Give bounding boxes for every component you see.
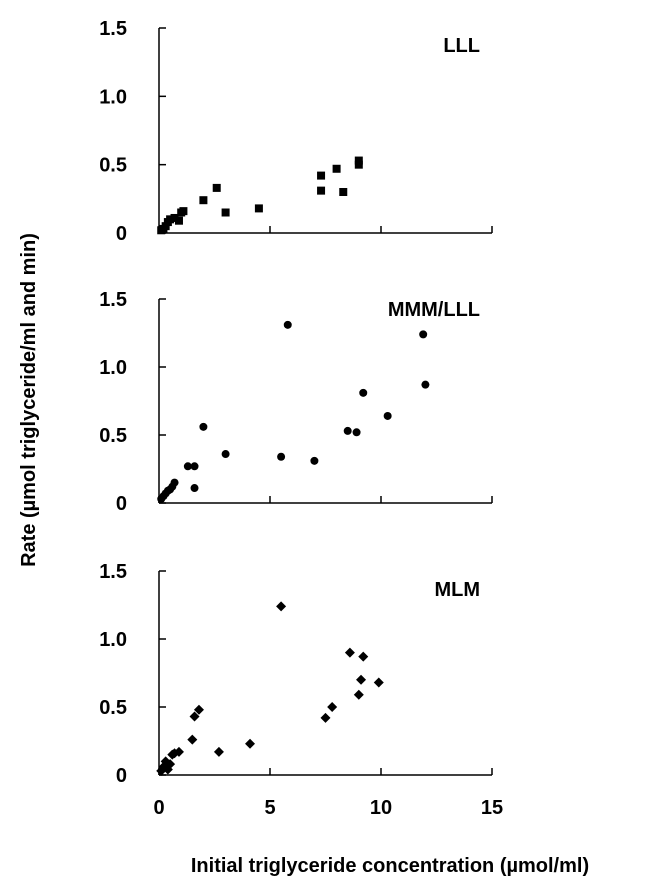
data-point [190, 462, 199, 471]
data-point [356, 674, 367, 685]
x-tick-labels: 0 5 10 15 [153, 797, 503, 819]
data-point [189, 711, 200, 722]
data-point [354, 156, 363, 165]
data-point [276, 601, 287, 612]
y-tick-label: 0 [116, 765, 127, 787]
data-point [170, 478, 179, 487]
panel-mmm-lll: 0 0.5 1.0 1.5 MMM/LLL [99, 289, 493, 515]
data-point [193, 704, 204, 715]
data-point [254, 204, 263, 213]
data-point [187, 734, 198, 745]
data-point [339, 188, 348, 196]
panel-mlm: 0 0.5 1.0 1.5 MLM [99, 561, 493, 787]
data-point [199, 422, 208, 431]
y-tick-label: 1.0 [99, 629, 127, 651]
data-point [310, 456, 319, 465]
y-tick-label: 1.0 [99, 86, 127, 108]
data-point [343, 426, 352, 435]
data-point [213, 746, 224, 757]
x-tick-label: 15 [481, 797, 503, 819]
data-point [183, 462, 192, 471]
data-point [199, 196, 208, 205]
data-point [332, 164, 341, 173]
data-point [221, 208, 230, 217]
x-tick-label: 0 [153, 797, 164, 819]
panel-label: MLM [434, 579, 480, 601]
data-point [212, 183, 221, 192]
data-point [221, 450, 230, 459]
data-point [190, 484, 199, 493]
data-point [179, 207, 188, 216]
y-tick-label: 1.5 [99, 289, 127, 311]
data-point [166, 215, 175, 224]
data-point [421, 380, 430, 389]
data-point [354, 160, 363, 169]
data-point [277, 452, 286, 461]
data-point [173, 746, 184, 757]
data-point [174, 216, 183, 225]
data-point [317, 171, 326, 180]
data-point [344, 647, 355, 658]
y-tick-label: 0 [116, 223, 127, 245]
data-point [383, 411, 392, 420]
data-point [170, 213, 179, 222]
panels: 0 0.5 1.0 1.5 LLL 0 0.5 1.0 1.5 MMM/LLL 0 0.5 1.0 1.5… [99, 18, 503, 819]
data-point [358, 651, 369, 662]
y-tick-label: 1.0 [99, 357, 127, 379]
data-point [245, 738, 256, 749]
data-point [353, 689, 364, 700]
data-point [283, 320, 292, 329]
x-axis-title: Initial triglyceride concentration (µmol… [191, 855, 589, 877]
data-point [373, 677, 384, 688]
data-point [317, 186, 326, 195]
x-tick-label: 10 [370, 797, 392, 819]
y-tick-label: 0.5 [99, 425, 127, 447]
panel-lll: 0 0.5 1.0 1.5 LLL [99, 18, 493, 245]
data-point [359, 388, 368, 397]
y-tick-label: 0 [116, 493, 127, 515]
y-tick-label: 0.5 [99, 155, 127, 177]
y-axis-title: Rate (µmol triglyceride/ml and min) [18, 233, 40, 567]
panel-label: MMM/LLL [388, 299, 480, 321]
y-tick-label: 0.5 [99, 697, 127, 719]
data-point [320, 712, 331, 723]
data-point [165, 759, 176, 770]
data-point [327, 702, 338, 712]
x-tick-label: 5 [264, 797, 275, 819]
data-point [352, 428, 361, 437]
y-tick-label: 1.5 [99, 561, 127, 583]
data-point [419, 330, 428, 339]
panel-label: LLL [443, 35, 480, 57]
data-point [161, 222, 170, 231]
y-tick-label: 1.5 [99, 18, 127, 40]
